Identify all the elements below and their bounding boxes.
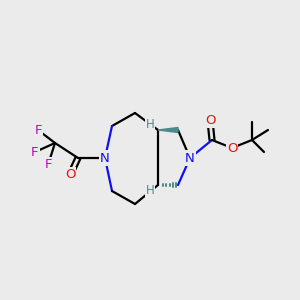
Text: O: O xyxy=(227,142,237,154)
Text: N: N xyxy=(185,152,195,164)
Text: F: F xyxy=(34,124,42,136)
Text: O: O xyxy=(205,113,215,127)
Text: F: F xyxy=(31,146,39,158)
Text: H: H xyxy=(146,118,154,131)
Text: H: H xyxy=(146,184,154,196)
Text: N: N xyxy=(100,152,110,164)
Text: F: F xyxy=(44,158,52,172)
Text: O: O xyxy=(65,169,75,182)
Polygon shape xyxy=(158,128,178,133)
